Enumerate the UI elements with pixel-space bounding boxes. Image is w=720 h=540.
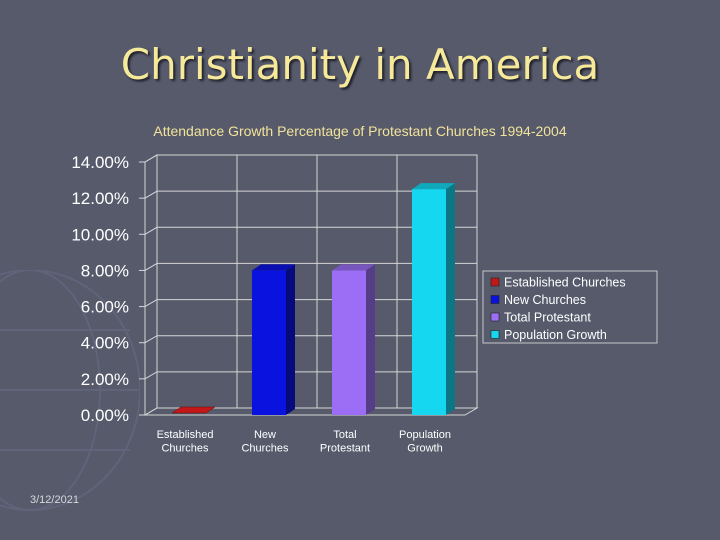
legend-label: Population Growth [504,328,607,342]
bar-side [446,183,455,415]
x-tick-label: Population [399,429,451,441]
x-tick-label: Protestant [320,443,370,455]
y-tick-label: 12.00% [71,189,129,208]
legend-label: Established Churches [504,276,626,290]
y-gridline [144,262,477,271]
legend-label: Total Protestant [504,311,591,325]
y-gridline [144,190,477,199]
legend-box [482,270,658,344]
legend-swatch [490,330,500,339]
y-tick-label: 2.00% [81,370,129,389]
slide-title: Christianity in America [120,40,600,89]
x-tick-label: Established [157,429,214,441]
y-tick-label: 14.00% [71,153,129,172]
bar-population-growth [412,183,455,415]
chart-title: Attendance Growth Percentage of Protesta… [153,123,567,139]
globe-watermark [0,270,140,511]
bar-top [171,406,216,414]
slide-date: 3/12/2021 [30,494,79,506]
bar-front [332,270,366,415]
y-tick-label: 10.00% [71,225,129,244]
bar-top [412,183,455,190]
legend-swatch [490,277,500,287]
x-tick-label: Total [333,429,356,441]
y-tick-label: 4.00% [81,334,129,353]
bar-total-protestant [332,264,375,415]
bar-side [286,264,295,415]
bar-front [252,270,286,415]
bar-new-churches [252,264,295,415]
legend-swatch [490,312,500,322]
chart-side-wall [144,154,158,416]
bar-side [366,264,375,415]
bar-top [332,264,375,271]
y-tick-label: 6.00% [81,298,129,317]
y-gridline [144,226,477,235]
y-tick-label: 8.00% [81,261,129,280]
x-tick-label: Growth [407,443,442,455]
y-tick-label: 0.00% [81,406,129,425]
legend-swatch [490,295,500,304]
x-tick-label: Churches [161,443,209,455]
bar-front [412,189,446,415]
y-gridline [144,154,477,163]
x-tick-label: New [254,429,276,441]
legend-label: New Churches [504,293,586,307]
bar-established-churches [171,406,216,414]
bar-top [252,264,295,271]
x-tick-label: Churches [241,443,289,455]
